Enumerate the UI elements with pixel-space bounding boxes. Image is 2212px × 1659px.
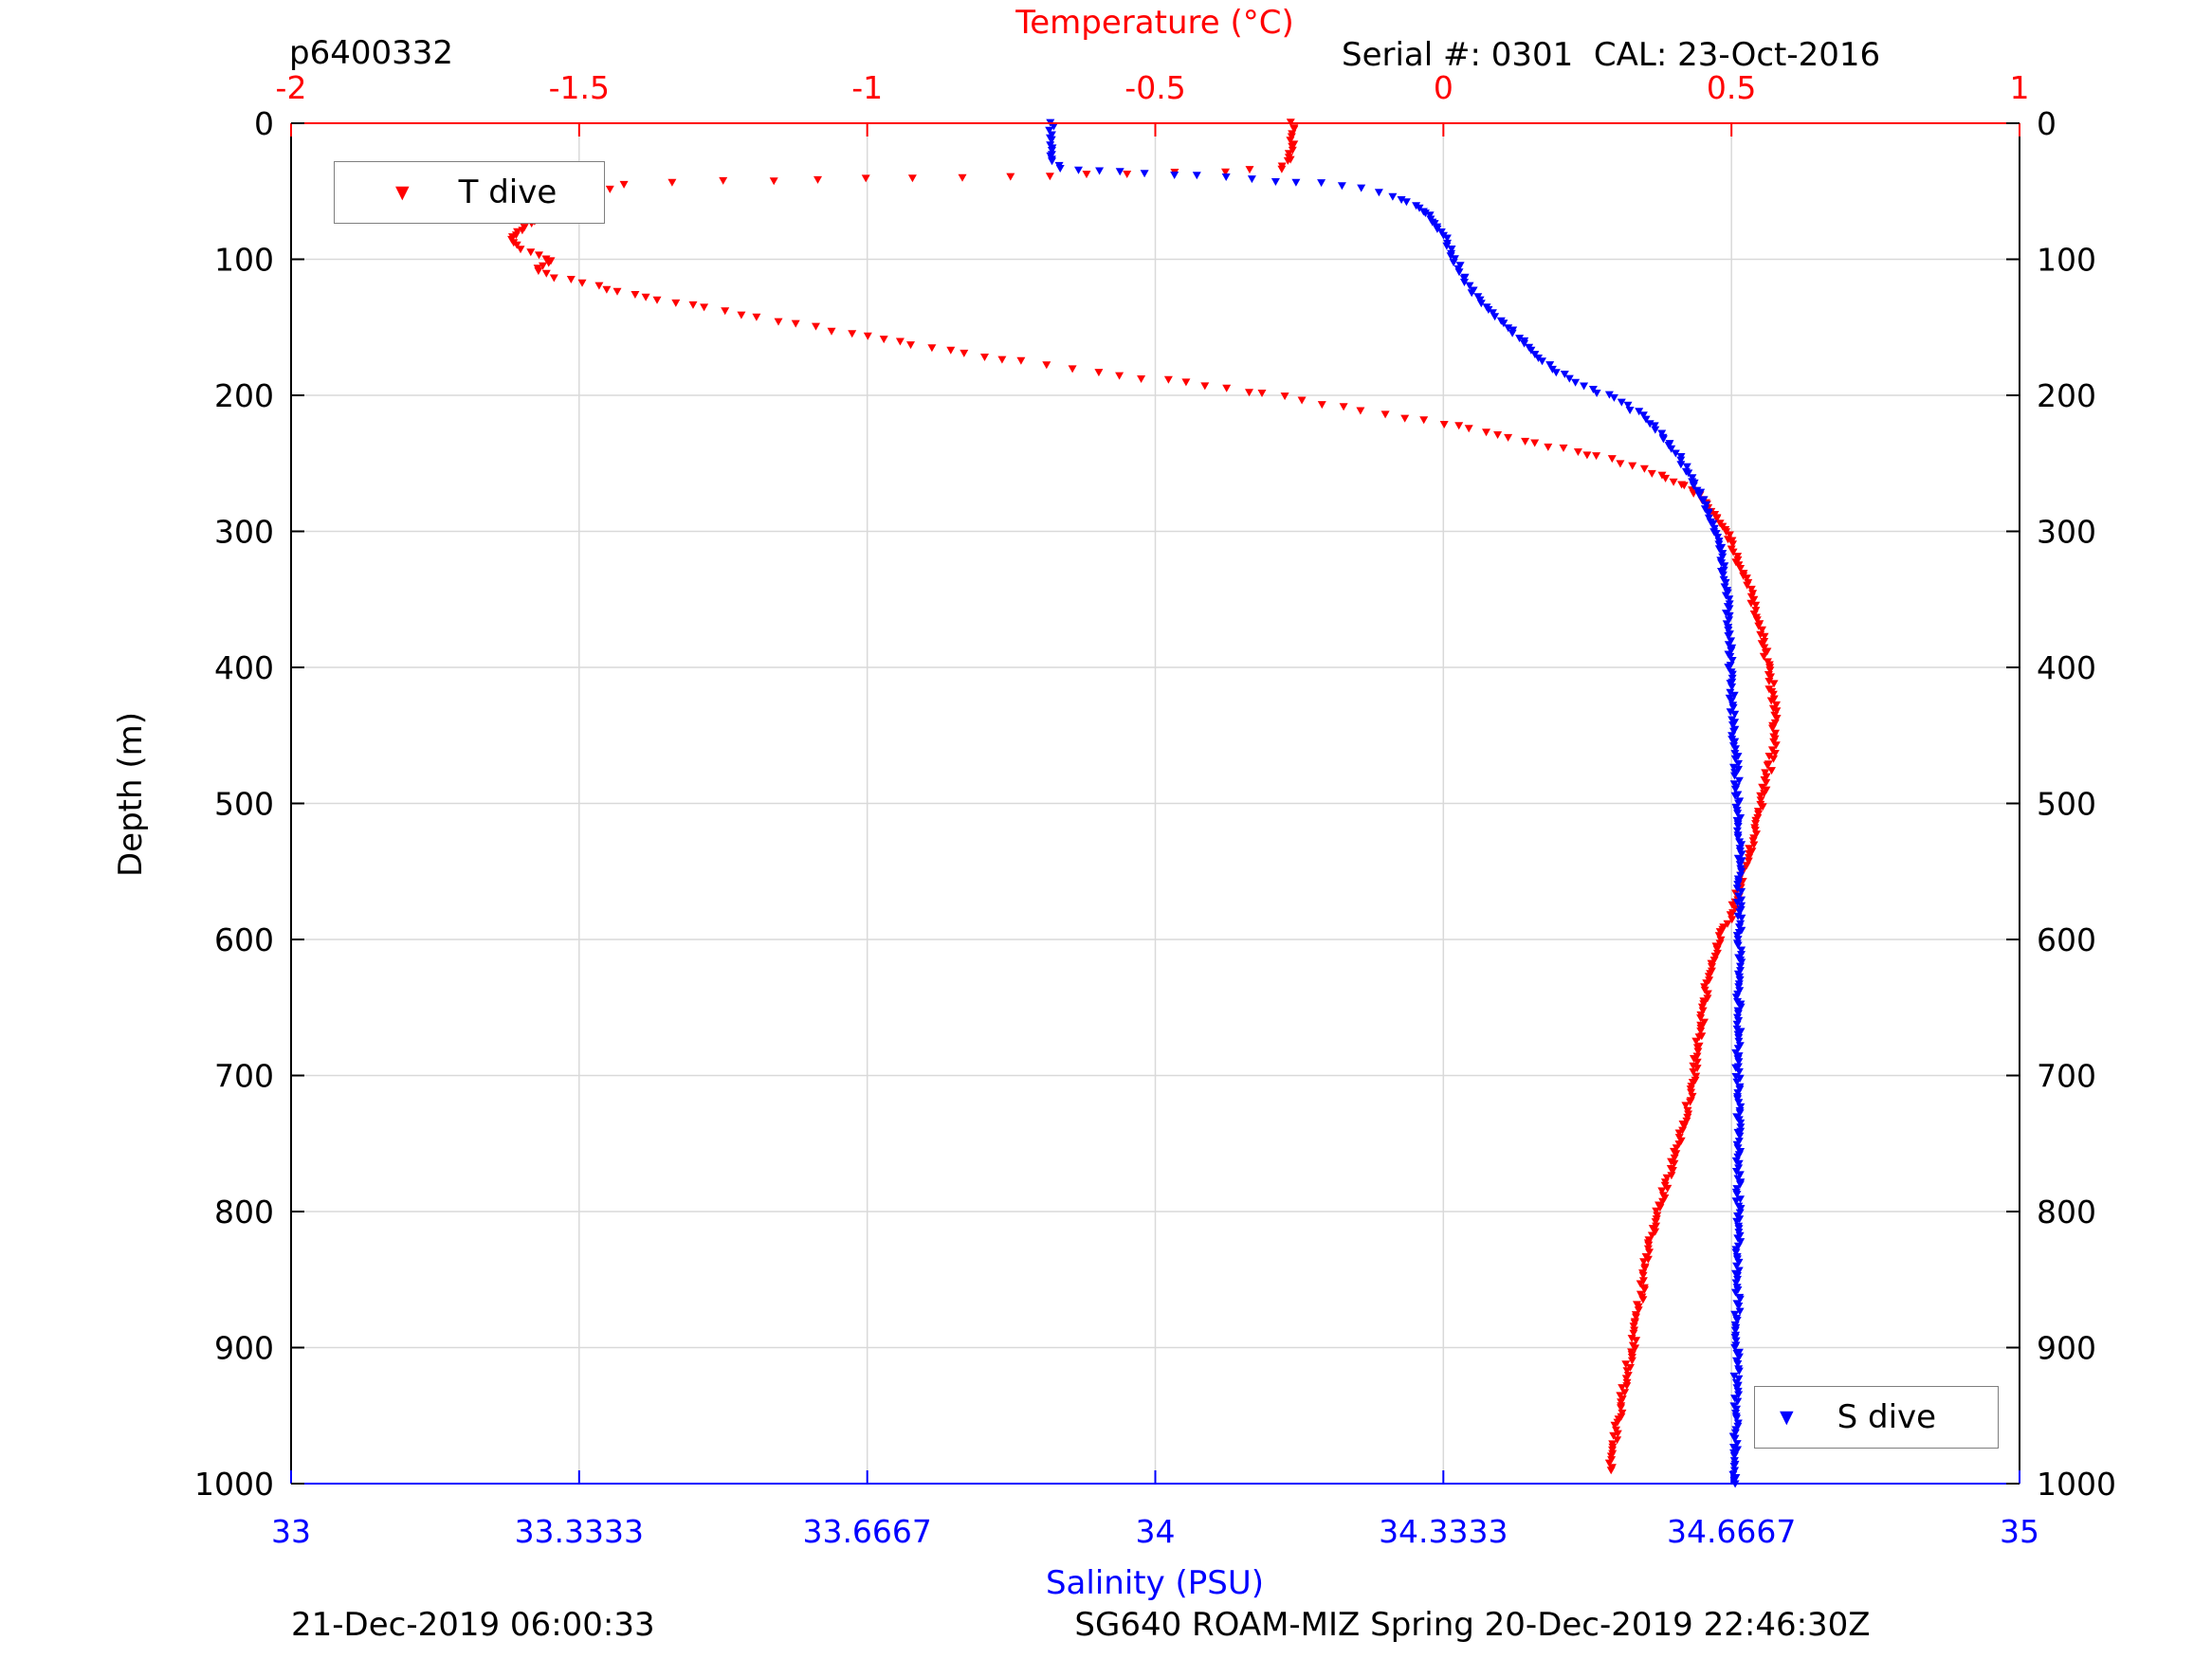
temperature-series [507,118,1782,1475]
salinity-tick-label: 34.6667 [1667,1513,1796,1550]
depth-tick-label-right: 200 [2037,377,2096,414]
temperature-tick-label: -0.5 [1124,69,1185,106]
depth-tick-label-left: 300 [214,514,274,551]
depth-tick-label-left: 600 [214,921,274,958]
legend-t-dive: ▼ T dive [334,161,605,224]
s-dive-legend-label: S dive [1837,1398,1937,1436]
serial-cal-label: Serial #: 0301 CAL: 23-Oct-2016 [1342,36,1881,74]
salinity-tick-label: 33.6667 [802,1513,931,1550]
depth-tick-label-left: 500 [214,786,274,823]
depth-tick-label-left: 400 [214,649,274,686]
salinity-series [1045,118,1746,1488]
depth-tick-label-left: 200 [214,377,274,414]
salinity-axis-title: Salinity (PSU) [1045,1564,1265,1602]
depth-tick-label-right: 500 [2037,786,2096,823]
depth-tick-label-left: 0 [254,105,274,142]
temperature-tick-label: -2 [276,69,307,106]
depth-tick-label-left: 100 [214,242,274,279]
salinity-tick-label: 34 [1136,1513,1176,1550]
depth-tick-label-left: 700 [214,1058,274,1095]
temperature-tick-label: 0.5 [1707,69,1756,106]
depth-tick-label-right: 400 [2037,649,2096,686]
depth-tick-label-right: 100 [2037,242,2096,279]
temperature-tick-label: -1.5 [549,69,610,106]
temperature-tick-label: -1 [851,69,883,106]
salinity-tick-label: 33 [271,1513,311,1550]
temperature-axis-title: Temperature (°C) [1015,4,1294,42]
depth-tick-label-right: 1000 [2037,1466,2116,1503]
dive-id-label: p6400332 [289,34,454,72]
depth-tick-label-right: 600 [2037,921,2096,958]
t-dive-legend-label: T dive [458,173,558,211]
tick-marks [290,122,2020,1485]
depth-tick-label-right: 300 [2037,514,2096,551]
depth-tick-label-right: 900 [2037,1330,2096,1367]
depth-tick-label-right: 800 [2037,1194,2096,1231]
t-dive-marker-icon: ▼ [395,181,410,203]
depth-tick-label-right: 700 [2037,1058,2096,1095]
s-dive-marker-icon: ▼ [1780,1406,1794,1428]
depth-tick-label-right: 0 [2037,105,2057,142]
footer-timestamp: 21-Dec-2019 06:00:33 [291,1606,655,1644]
depth-tick-label-left: 1000 [194,1466,274,1503]
salinity-tick-label: 35 [2000,1513,2039,1550]
grid-lines [291,123,2020,1484]
salinity-tick-label: 34.3333 [1379,1513,1508,1550]
temperature-tick-label: 1 [2010,69,2030,106]
salinity-tick-label: 33.3333 [515,1513,644,1550]
footer-mission-label: SG640 ROAM-MIZ Spring 20-Dec-2019 22:46:… [1074,1606,1871,1644]
depth-tick-label-left: 900 [214,1330,274,1367]
temperature-tick-label: 0 [1434,69,1453,106]
legend-s-dive: ▼ S dive [1754,1386,1999,1449]
depth-tick-label-left: 800 [214,1194,274,1231]
